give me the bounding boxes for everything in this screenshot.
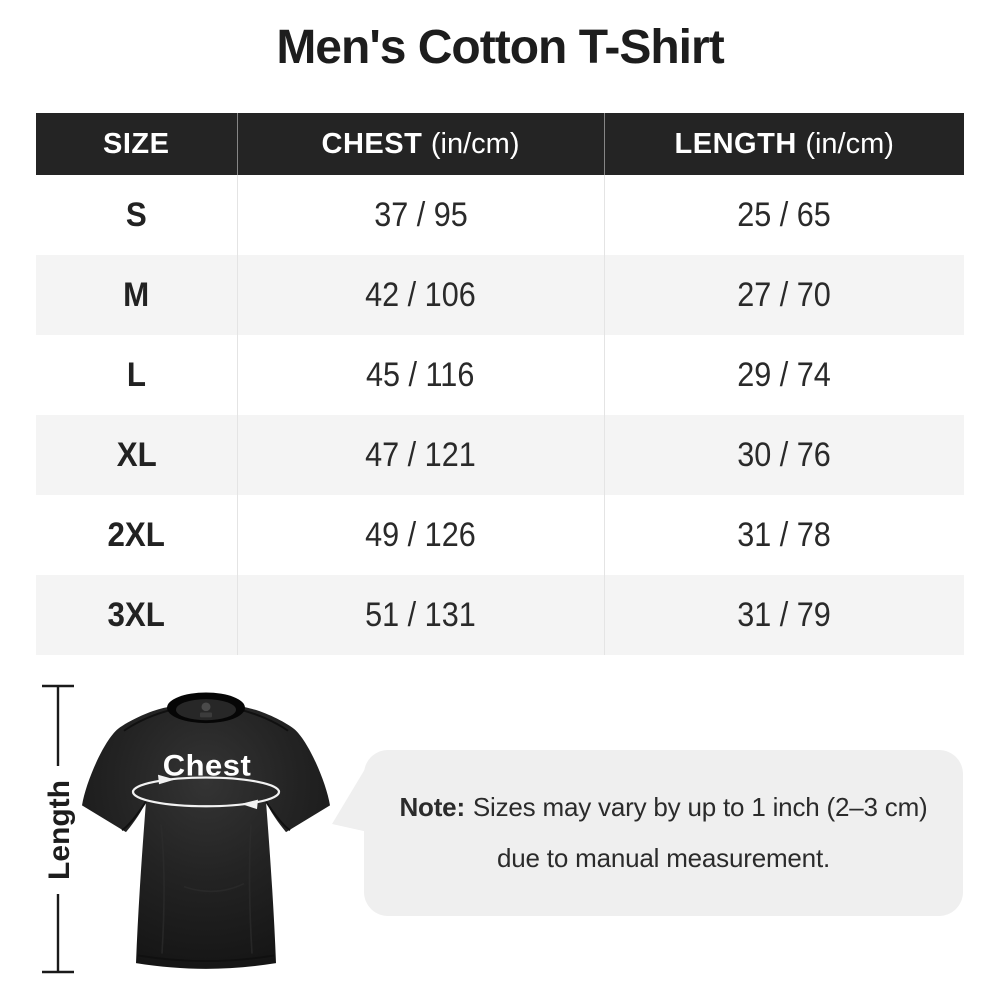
length-cell: 27 / 70 [603, 255, 964, 335]
table-row: M 42 / 106 27 / 70 [36, 255, 964, 335]
chest-cell: 45 / 116 [236, 335, 604, 415]
chest-header-label: CHEST [321, 127, 423, 160]
size-cell: 3XL [36, 575, 237, 655]
column-header-size: SIZE [36, 113, 237, 175]
size-cell: S [36, 175, 237, 255]
size-table: SIZE CHEST (in/cm) LENGTH (in/cm) S 37 /… [36, 113, 964, 655]
length-header-label: LENGTH [674, 127, 797, 160]
column-header-chest: CHEST (in/cm) [236, 113, 604, 175]
table-row: 3XL 51 / 131 31 / 79 [36, 575, 964, 655]
page-title: Men's Cotton T-Shirt [276, 21, 724, 74]
note-text-1: Sizes may vary by up to 1 inch (2–3 cm) [472, 792, 928, 822]
table-row: XL 47 / 121 30 / 76 [36, 415, 964, 495]
length-label: Length [43, 780, 76, 880]
chest-arrow-left [241, 799, 258, 810]
size-cell: 2XL [36, 495, 237, 575]
length-header-unit: (in/cm) [805, 127, 894, 160]
length-cell: 30 / 76 [603, 415, 964, 495]
chest-cell: 51 / 131 [236, 575, 604, 655]
collar-logo [201, 702, 211, 712]
tshirt-image: Chest [82, 692, 330, 969]
length-cell: 25 / 65 [603, 175, 964, 255]
chest-cell: 42 / 106 [236, 255, 604, 335]
table-row: L 45 / 116 29 / 74 [36, 335, 964, 415]
chest-measure-ellipse [131, 776, 281, 808]
table-row: S 37 / 95 25 / 65 [36, 175, 964, 255]
length-cell: 29 / 74 [603, 335, 964, 415]
table-row: 2XL 49 / 126 31 / 78 [36, 495, 964, 575]
size-cell: L [36, 335, 237, 415]
table-header: SIZE CHEST (in/cm) LENGTH (in/cm) [36, 113, 964, 175]
column-header-length: LENGTH (in/cm) [603, 113, 964, 175]
tshirt-body [82, 701, 330, 969]
tshirt-folds [160, 824, 253, 954]
length-cell: 31 / 79 [603, 575, 964, 655]
chest-cell: 49 / 126 [236, 495, 604, 575]
chest-cell: 47 / 121 [236, 415, 604, 495]
size-cell: M [36, 255, 237, 335]
chest-arrow-right [158, 774, 175, 785]
length-measure-arrow: Length [42, 684, 76, 974]
chest-header-unit: (in/cm) [430, 127, 520, 160]
note-line-1: Note: Sizes may vary by up to 1 inch (2–3… [399, 792, 927, 823]
chest-cell: 37 / 95 [236, 175, 604, 255]
note-line-2: due to manual measurement. [497, 843, 830, 873]
note-label: Note: [399, 792, 465, 822]
length-cell: 31 / 78 [603, 495, 964, 575]
size-header-label: SIZE [103, 127, 170, 160]
size-cell: XL [36, 415, 237, 495]
collar-tag [200, 712, 212, 718]
note-bubble-tail [332, 764, 368, 832]
note-bubble: Note: Sizes may vary by up to 1 inch (2–3… [364, 750, 963, 916]
table-header-row: SIZE CHEST (in/cm) LENGTH (in/cm) [36, 113, 964, 175]
chest-label: Chest [163, 750, 252, 782]
table-body: S 37 / 95 25 / 65 M 42 / 106 27 / 70 L 4… [36, 175, 964, 655]
